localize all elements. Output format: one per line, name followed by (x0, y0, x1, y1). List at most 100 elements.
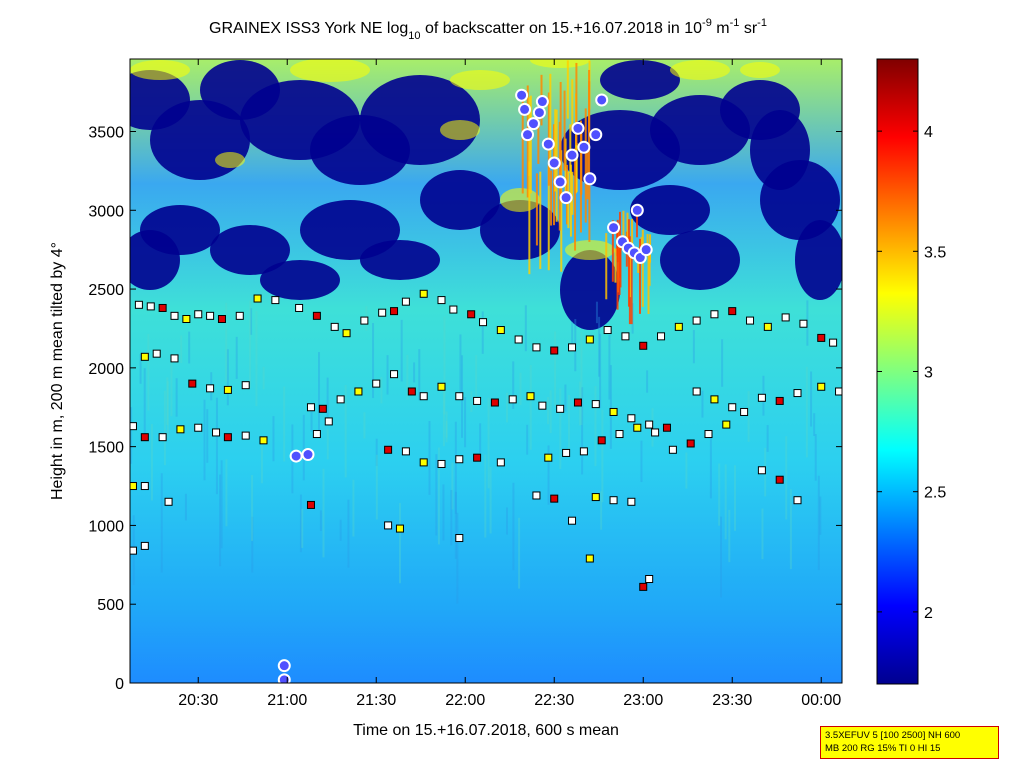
backscatter-streak (475, 355, 478, 408)
plume-streak (618, 248, 621, 295)
layer-square-marker (490, 398, 499, 407)
layer-square-marker (306, 403, 315, 412)
backscatter-streak (375, 438, 378, 467)
y-axis: 0 500 1000 1500 2000 2500 3000 3500 (88, 124, 842, 693)
layer-square-marker (538, 401, 547, 410)
backscatter-streak (184, 493, 187, 521)
low-backscatter-patch (750, 110, 810, 190)
plume-streak (614, 248, 617, 283)
layer-circle-marker (521, 128, 535, 142)
layer-square-marker (140, 352, 149, 361)
plume-streak (539, 171, 542, 269)
layer-square-marker (241, 381, 250, 390)
plume-streak (622, 210, 625, 247)
layer-square-marker (710, 310, 719, 319)
high-backscatter-patch (500, 188, 540, 212)
layer-square-marker (496, 458, 505, 467)
layer-square-marker (627, 497, 636, 506)
backscatter-streak (251, 475, 254, 541)
backscatter-streak (262, 366, 265, 390)
low-backscatter-patch (795, 220, 842, 300)
backscatter-streak (310, 404, 313, 432)
plume-streak (554, 109, 557, 192)
backscatter-streak (250, 308, 253, 335)
plume-streak (574, 148, 577, 251)
backscatter-streak (766, 425, 769, 452)
backscatter-streak (519, 372, 522, 405)
backscatter-streak (692, 330, 695, 364)
x-tick-label: 22:30 (534, 692, 574, 709)
backscatter-streak (595, 301, 598, 324)
high-backscatter-patch (290, 59, 370, 82)
x-tick-label: 23:00 (623, 692, 663, 709)
layer-circle-marker (553, 175, 567, 189)
backscatter-streak (413, 362, 416, 383)
layer-square-marker (781, 313, 790, 322)
layer-square-marker (324, 417, 333, 426)
colorbar-tick-label: 3.5 (924, 244, 946, 261)
layer-square-marker (591, 493, 600, 502)
backscatter-streak (326, 428, 329, 460)
layer-square-marker (585, 554, 594, 563)
layer-square-marker (336, 395, 345, 404)
layer-square-marker (645, 420, 654, 429)
backscatter-streak (215, 397, 218, 495)
low-backscatter-patch (360, 75, 480, 165)
layer-square-marker (508, 395, 517, 404)
layer-circle-marker (532, 106, 546, 120)
backscatter-streak (150, 424, 153, 501)
plume-streak (566, 60, 569, 119)
layer-square-marker (158, 303, 167, 312)
backscatter-streak (454, 421, 457, 514)
backscatter-streak (724, 464, 727, 540)
plume-streak (550, 170, 553, 226)
plume-streak (575, 143, 578, 192)
layer-circle-marker (301, 448, 315, 462)
backscatter-streak (600, 491, 603, 530)
layer-square-marker (223, 385, 232, 394)
layer-square-marker (360, 316, 369, 325)
backscatter-streak (512, 482, 515, 571)
backscatter-streak (428, 421, 431, 495)
backscatter-streak (524, 305, 527, 352)
plot-frame (129, 58, 843, 684)
chart-title: GRAINEX ISS3 York NE log10 of backscatte… (209, 17, 767, 42)
backscatter-streak (442, 484, 445, 541)
backscatter-streak (225, 459, 228, 527)
layer-square-marker (621, 332, 630, 341)
layer-square-marker (603, 326, 612, 335)
layer-square-marker (692, 316, 701, 325)
backscatter-streak (761, 508, 764, 560)
backscatter-streak (594, 386, 597, 467)
layer-square-marker (241, 431, 250, 440)
x-tick-label: 20:30 (178, 692, 218, 709)
layer-square-marker (295, 303, 304, 312)
plume-streak (626, 212, 629, 239)
high-backscatter-patch (530, 59, 590, 68)
layer-square-marker (164, 497, 173, 506)
y-tick-label: 2000 (88, 361, 124, 378)
plume-streak (537, 117, 540, 164)
layer-square-marker (532, 491, 541, 500)
plume-streak (575, 62, 578, 146)
layer-square-marker (817, 382, 826, 391)
backscatter-streak (272, 416, 275, 462)
layer-square-marker (206, 384, 215, 393)
layer-square-marker (170, 354, 179, 363)
plume-streak (588, 178, 591, 242)
backscatter-streak (166, 381, 169, 439)
layer-square-marker (152, 349, 161, 358)
backscatter-streak (814, 434, 817, 481)
layer-square-marker (740, 407, 749, 416)
backscatter-streak (139, 353, 142, 384)
layer-square-marker (384, 521, 393, 530)
layer-square-marker (253, 294, 262, 303)
layer-square-marker (651, 428, 660, 437)
plume-streak (605, 233, 608, 300)
layer-square-marker (140, 482, 149, 491)
colorbar-tick-label: 4 (924, 124, 933, 141)
backscatter-streak (819, 496, 822, 535)
high-backscatter-patch (130, 60, 190, 80)
backscatter-streak (785, 436, 788, 520)
backscatter-streak (817, 475, 820, 571)
